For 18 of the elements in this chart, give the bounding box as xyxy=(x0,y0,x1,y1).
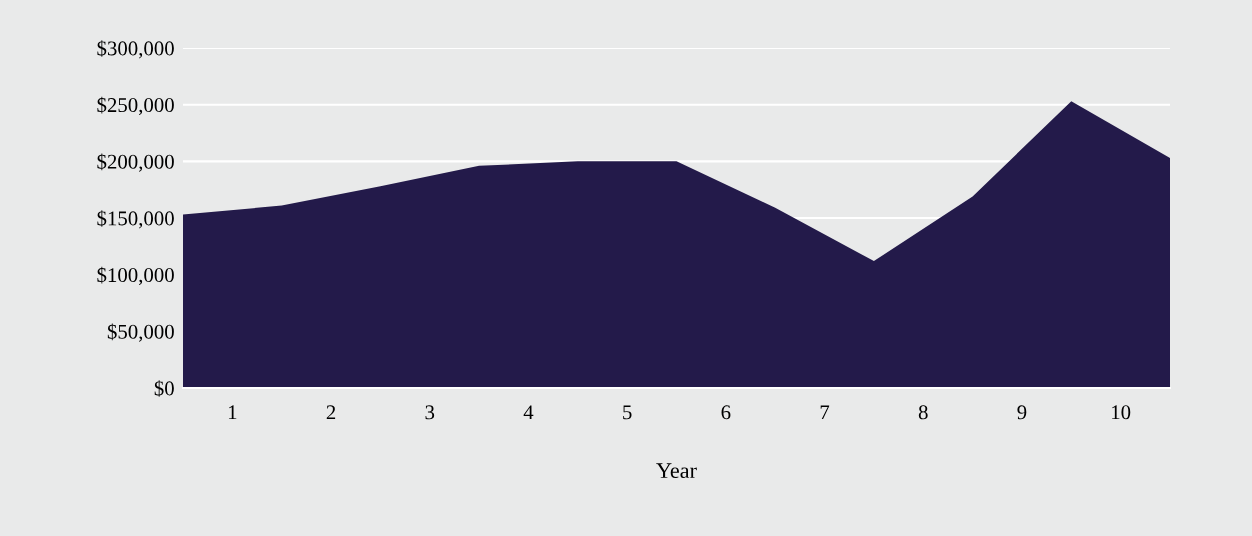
y-tick-label: $250,000 xyxy=(97,96,174,116)
y-tick-label: $300,000 xyxy=(97,40,174,59)
x-tick-label: 3 xyxy=(425,405,435,420)
x-tick-label: 5 xyxy=(623,405,632,420)
y-tick-label: $0 xyxy=(154,380,174,397)
y-tick-label: $100,000 xyxy=(97,266,174,286)
y-tick-label: $200,000 xyxy=(97,153,174,172)
x-tick-label: 2 xyxy=(326,405,336,420)
x-axis-title: Year xyxy=(656,463,697,479)
x-tick-label: 1 xyxy=(228,405,237,420)
x-tick-label: 4 xyxy=(523,405,534,420)
x-tick-label: 8 xyxy=(918,405,928,420)
x-tick-label: 6 xyxy=(721,405,731,420)
x-tick-label: 9 xyxy=(1017,405,1027,420)
y-tick-label: $150,000 xyxy=(97,210,174,229)
y-tick-label: $50,000 xyxy=(107,323,174,342)
x-tick-label: 10 xyxy=(1112,405,1131,420)
x-tick-label: 7 xyxy=(820,405,830,420)
